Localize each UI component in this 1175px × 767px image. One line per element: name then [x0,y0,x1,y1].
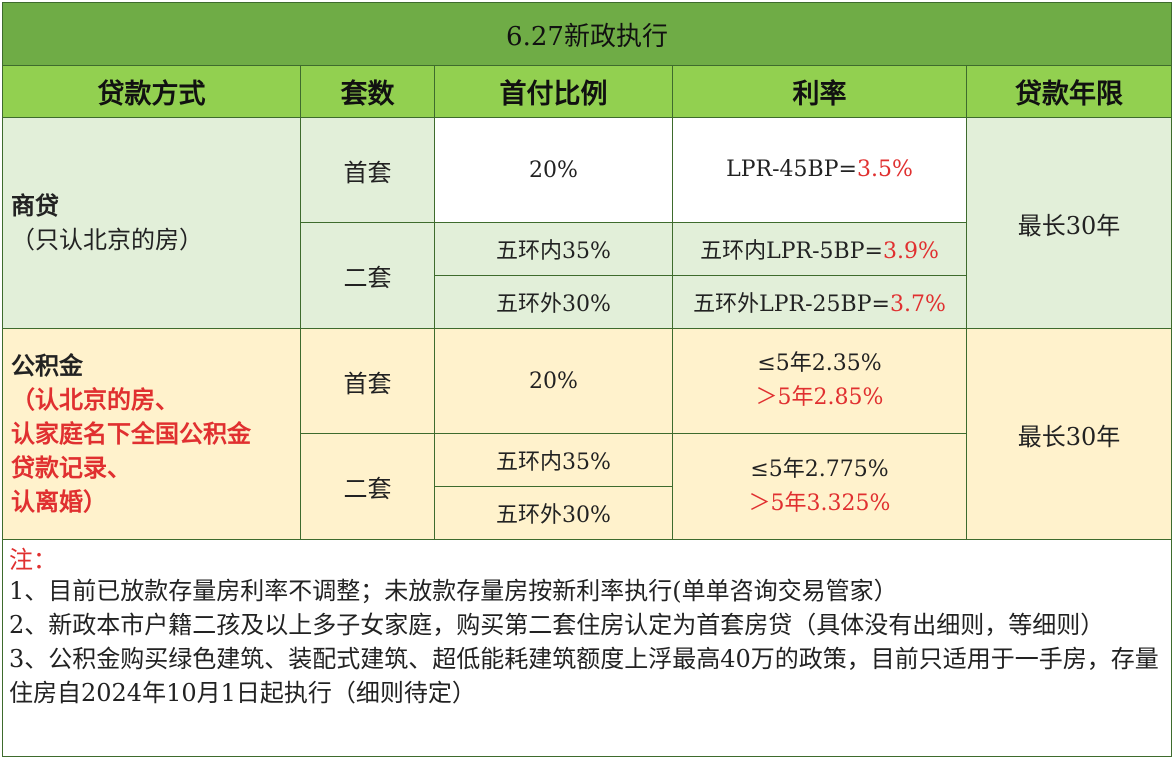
commercial-method-note: （只认北京的房） [11,226,203,254]
commercial-second-rate-outer: 五环外LPR-25BP=3.7% [672,275,967,329]
commercial-first-label: 首套 [300,117,435,223]
provident-second-down-inner: 五环内35% [434,433,673,487]
commercial-first-down: 20% [434,117,673,223]
header-term: 贷款年限 [965,65,1173,118]
commercial-method-title: 商贷 [11,192,59,220]
notes-row: 注： 1、目前已放款存量房利率不调整；未放款存量房按新利率执行(单单咨询交易管家… [1,539,1173,757]
commercial-second-down-outer: 五环外30% [434,275,673,329]
provident-first-rate: ≤5年2.35% ＞5年2.85% [672,328,967,434]
commercial-second-inner-row: 二套 五环内35% 五环内LPR-5BP=3.9% [3,222,1172,329]
provident-second-label: 二套 [300,433,435,540]
table-title: 6.27新政执行 [1,2,1173,66]
title-row: 6.27新政执行 [1,2,1173,66]
provident-method-title: 公积金 [11,352,83,380]
provident-method-note-2: 认家庭名下全国公积金 [11,420,251,448]
header-method: 贷款方式 [2,65,301,118]
header-down-payment: 首付比例 [434,65,673,118]
provident-second-down-outer: 五环外30% [434,486,673,540]
commercial-first-rate-value: 3.5% [856,157,913,182]
commercial-second-label: 二套 [300,222,435,329]
commercial-first-rate: LPR-45BP=3.5% [672,117,967,223]
notes-cell: 注： 1、目前已放款存量房利率不调整；未放款存量房按新利率执行(单单咨询交易管家… [1,539,1173,757]
commercial-second-rate-outer-value: 3.7% [889,292,946,317]
notes-heading: 注： [9,546,57,574]
provident-second-rate-le: ≤5年2.775% [750,456,889,482]
provident-first-down: 20% [434,328,673,434]
provident-method-cell: 公积金 （认北京的房、 认家庭名下全国公积金 贷款记录、 认离婚） [2,328,301,540]
commercial-second-rate-inner-prefix: 五环内LPR-5BP= [700,239,883,264]
provident-first-rate-gt: ＞5年2.85% [755,385,884,410]
commercial-first-row: 商贷 （只认北京的房） 首套 20% LPR-45BP=3.5% 最长30年 [2,117,1173,329]
note-item-3: 3、公积金购买绿色建筑、装配式建筑、超低能耗建筑额度上浮最高40万的政策，目前只… [9,645,1159,707]
commercial-method-cell: 商贷 （只认北京的房） [2,117,301,329]
header-row: 贷款方式 套数 首付比例 利率 贷款年限 [2,65,1173,118]
header-sets: 套数 [300,65,435,118]
provident-second-inner-row: 二套 五环内35% ≤5年2.775% ＞5年3.325% [3,433,1172,540]
commercial-second-rate-inner-value: 3.9% [882,239,939,264]
provident-first-row: 公积金 （认北京的房、 认家庭名下全国公积金 贷款记录、 认离婚） 首套 20%… [2,328,1173,540]
commercial-second-rate-outer-prefix: 五环外LPR-25BP= [693,292,890,317]
provident-second-outer-row: 五环外30% [3,486,1172,540]
provident-method-note-3: 贷款记录、 [11,454,131,482]
commercial-second-down-inner: 五环内35% [434,222,673,276]
provident-first-rate-le: ≤5年2.35% [757,351,882,376]
provident-first-label: 首套 [300,328,435,434]
provident-second-rate-gt: ＞5年3.325% [748,490,891,516]
commercial-second-rate-inner: 五环内LPR-5BP=3.9% [672,222,967,276]
provident-term: 最长30年 [965,328,1173,540]
note-item-2: 2、新政本市户籍二孩及以上多子女家庭，购买第二套住房认定为首套房贷（具体没有出细… [9,611,1105,639]
commercial-first-rate-prefix: LPR-45BP= [726,157,857,182]
commercial-term: 最长30年 [965,117,1173,329]
provident-method-note-4: 认离婚） [11,488,107,516]
provident-method-note-1: （认北京的房、 [11,386,179,414]
header-rate: 利率 [672,65,967,118]
note-item-1: 1、目前已放款存量房利率不调整；未放款存量房按新利率执行(单单咨询交易管家） [9,577,898,605]
provident-second-rate: ≤5年2.775% ＞5年3.325% [672,433,967,540]
